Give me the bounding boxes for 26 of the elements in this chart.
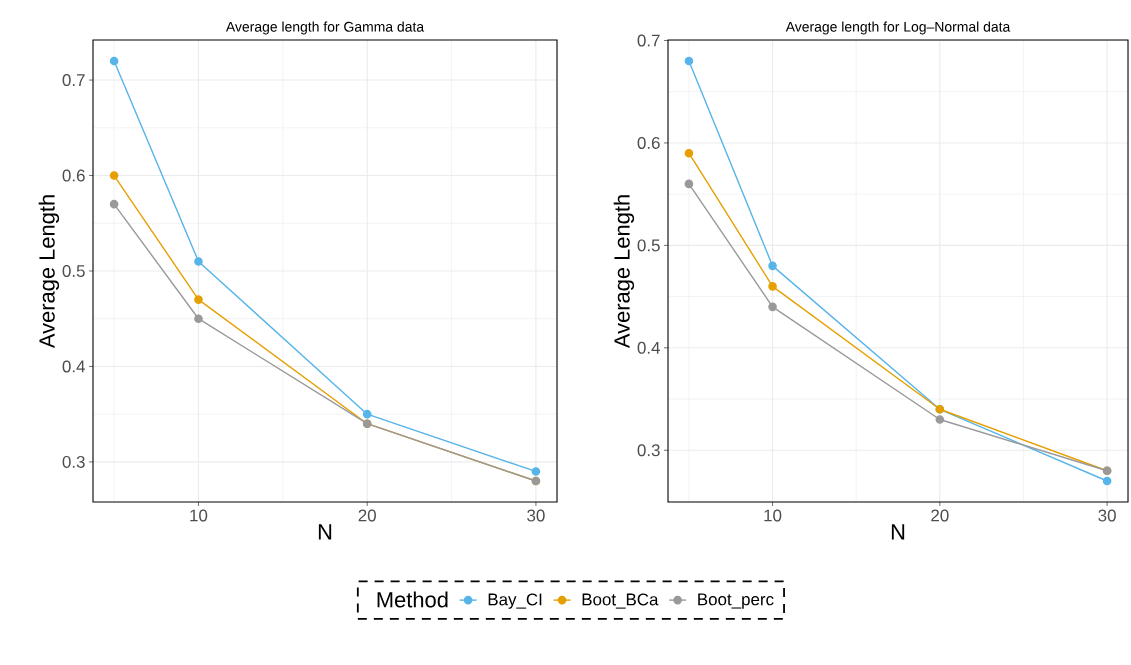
y-tick-label: 0.7	[62, 74, 85, 87]
y-tick-label: 0.3	[637, 444, 660, 457]
y-axis-title: Average Length	[38, 195, 60, 349]
x-tick-label: 10	[764, 509, 782, 522]
chart-title: Average length for Gamma data	[225, 21, 425, 35]
y-tick-label: 0.4	[637, 341, 660, 354]
x-tick-label: 30	[527, 509, 545, 522]
legend-label: Boot_BCa	[582, 593, 659, 609]
y-tick-label: 0.7	[637, 34, 660, 47]
x-axis-title: N	[318, 524, 332, 540]
chart-title: Average length for Log–Normal data	[785, 21, 1011, 35]
x-tick-label: 30	[1098, 509, 1116, 522]
y-axis-title: Average Length	[613, 195, 635, 349]
y-tick-label: 0.3	[62, 455, 85, 468]
x-tick-label: 20	[931, 509, 949, 522]
x-axis-title: N	[891, 524, 905, 540]
y-tick-label: 0.4	[62, 360, 85, 373]
legend-label: Bay_CI	[488, 593, 542, 609]
y-tick-label: 0.6	[637, 136, 660, 149]
legend-title: Method	[377, 591, 448, 608]
x-tick-label: 10	[190, 509, 208, 522]
legend-label: Boot_perc	[698, 593, 774, 609]
y-tick-label: 0.5	[62, 264, 85, 277]
x-tick-label: 20	[358, 509, 376, 522]
y-tick-label: 0.5	[637, 239, 660, 252]
y-tick-label: 0.6	[62, 169, 85, 182]
